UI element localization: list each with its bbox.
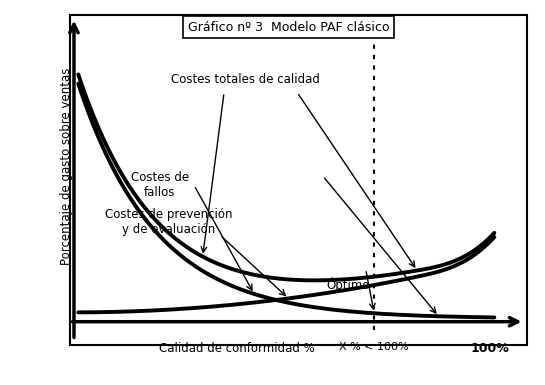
Text: Calidad de conformidad %: Calidad de conformidad % [159, 342, 315, 355]
Text: Porcentaje de gasto sobre ventas: Porcentaje de gasto sobre ventas [60, 68, 73, 265]
Text: Costes de prevención
y de evaluación: Costes de prevención y de evaluación [105, 208, 232, 236]
Text: 100%: 100% [471, 342, 510, 355]
Text: Óptimo: Óptimo [327, 277, 370, 292]
Text: Costes totales de calidad: Costes totales de calidad [171, 73, 320, 86]
Text: X % < 100%: X % < 100% [340, 342, 409, 352]
Text: Costes de
fallos: Costes de fallos [131, 171, 189, 199]
Text: Gráfico nº 3  Modelo PAF clásico: Gráfico nº 3 Modelo PAF clásico [187, 21, 389, 34]
